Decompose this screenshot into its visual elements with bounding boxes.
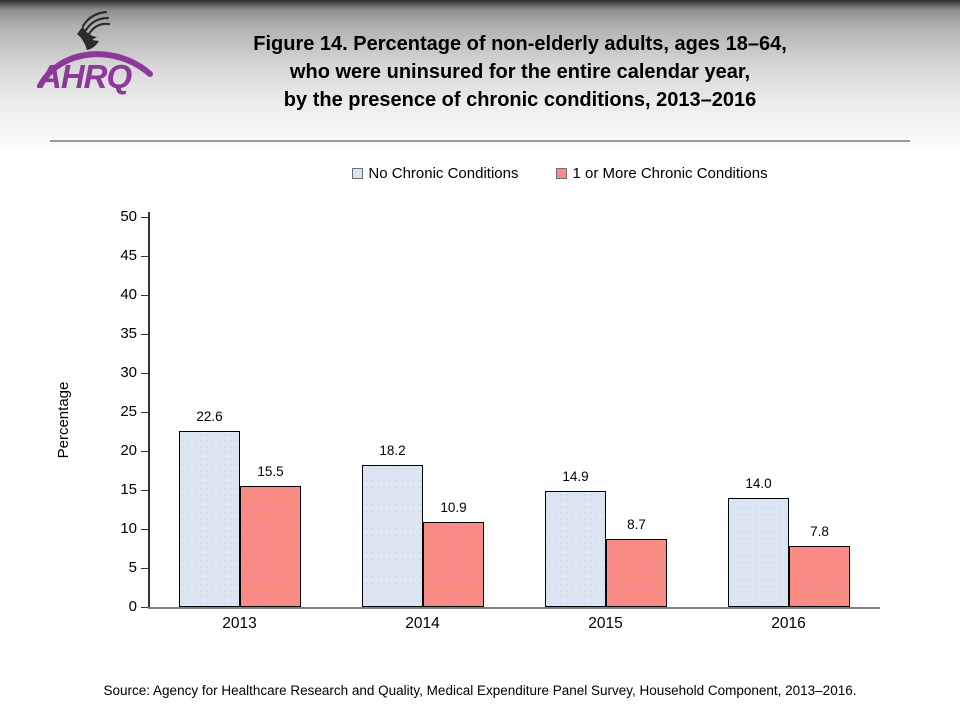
bar-1-or-more-chronic-conditions-2014 bbox=[423, 521, 484, 607]
x-category-label: 2014 bbox=[405, 615, 440, 632]
y-tick-label: 35 bbox=[120, 325, 137, 342]
header: AHRQ Figure 14. Percentage of non-elderl… bbox=[0, 0, 960, 146]
y-tick bbox=[141, 372, 148, 374]
bar-value-label: 8.7 bbox=[627, 517, 646, 533]
bar-no-chronic-conditions-2013 bbox=[179, 430, 240, 607]
y-tick bbox=[141, 567, 148, 569]
bar-value-label: 7.8 bbox=[810, 524, 829, 540]
header-divider bbox=[50, 140, 910, 142]
y-tick-label: 5 bbox=[128, 559, 137, 576]
y-tick-label: 10 bbox=[120, 520, 137, 537]
y-tick bbox=[141, 450, 148, 452]
y-tick-label: 45 bbox=[120, 247, 137, 264]
legend-label: No Chronic Conditions bbox=[368, 164, 519, 182]
bar-value-label: 14.9 bbox=[562, 468, 589, 484]
y-tick bbox=[141, 606, 148, 608]
y-axis-line bbox=[148, 212, 150, 607]
x-axis-line bbox=[148, 606, 880, 609]
y-tick-label: 0 bbox=[128, 598, 137, 615]
y-tick bbox=[141, 333, 148, 335]
x-category-label: 2015 bbox=[588, 615, 623, 632]
y-tick bbox=[141, 528, 148, 530]
y-tick bbox=[141, 216, 148, 218]
y-axis-title: Percentage bbox=[55, 381, 72, 459]
ahrq-logo: AHRQ bbox=[36, 8, 154, 116]
bar-no-chronic-conditions-2014 bbox=[362, 465, 423, 607]
bar-value-label: 18.2 bbox=[379, 443, 406, 459]
x-category-label: 2016 bbox=[771, 615, 806, 632]
x-category-label: 2013 bbox=[222, 615, 257, 632]
y-tick bbox=[141, 411, 148, 413]
y-tick-label: 20 bbox=[120, 442, 137, 459]
y-tick-label: 50 bbox=[120, 208, 137, 225]
chart-legend: No Chronic Conditions 1 or More Chronic C… bbox=[160, 162, 960, 184]
legend-label: 1 or More Chronic Conditions bbox=[572, 164, 768, 182]
y-tick bbox=[141, 294, 148, 296]
source-note: Source: Agency for Healthcare Research a… bbox=[103, 683, 857, 698]
figure-title: Figure 14. Percentage of non-elderly adu… bbox=[120, 30, 920, 114]
bar-value-label: 15.5 bbox=[257, 464, 284, 480]
bar-value-label: 10.9 bbox=[440, 499, 467, 515]
bar-1-or-more-chronic-conditions-2015 bbox=[606, 539, 667, 607]
bar-value-label: 22.6 bbox=[196, 408, 223, 424]
y-tick-label: 15 bbox=[120, 481, 137, 498]
bar-value-label: 14.0 bbox=[745, 475, 772, 491]
title-line-2: who were uninsured for the entire calend… bbox=[289, 61, 751, 83]
hhs-eagle-icon bbox=[77, 10, 111, 50]
legend-swatch-no-chronic-conditions bbox=[352, 167, 364, 179]
title-line-1: Figure 14. Percentage of non-elderly adu… bbox=[253, 33, 787, 55]
legend-item-no-chronic-conditions: No Chronic Conditions bbox=[352, 165, 518, 182]
y-tick-label: 25 bbox=[120, 403, 137, 420]
bar-no-chronic-conditions-2015 bbox=[545, 490, 606, 607]
title-line-3: by the presence of chronic conditions, 2… bbox=[283, 89, 757, 111]
ahrq-arc-swoosh bbox=[37, 51, 153, 88]
bar-1-or-more-chronic-conditions-2016 bbox=[789, 546, 850, 607]
bar-no-chronic-conditions-2016 bbox=[728, 497, 789, 607]
ahrq-logo-text: AHRQ bbox=[38, 58, 132, 95]
bar-1-or-more-chronic-conditions-2013 bbox=[240, 486, 301, 607]
y-tick-label: 40 bbox=[120, 286, 137, 303]
y-tick bbox=[141, 255, 148, 257]
legend-swatch-1-or-more-chronic-conditions bbox=[556, 167, 568, 179]
y-tick-label: 30 bbox=[120, 364, 137, 381]
y-tick bbox=[141, 489, 148, 491]
legend-item-1-or-more-chronic-conditions: 1 or More Chronic Conditions bbox=[556, 164, 768, 182]
